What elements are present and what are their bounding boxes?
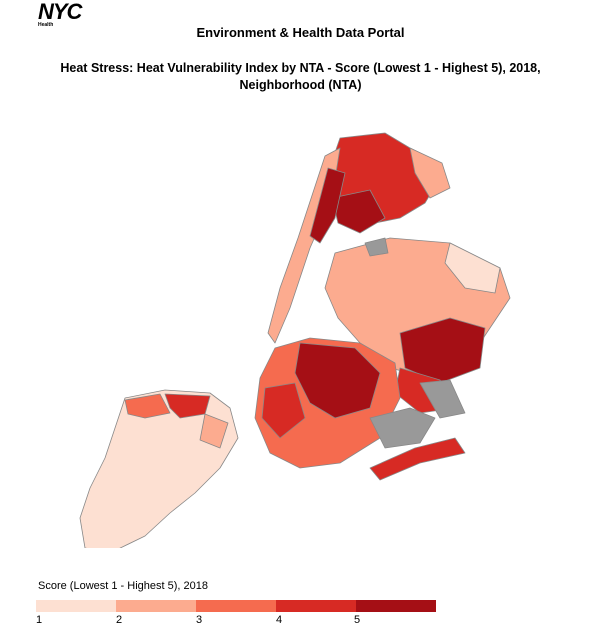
legend-title: Score (Lowest 1 - Highest 5), 2018	[38, 580, 208, 592]
portal-title: Environment & Health Data Portal	[196, 25, 405, 40]
legend-tick-3: 3	[196, 614, 203, 626]
region-staten-island[interactable]	[79, 389, 239, 548]
legend-swatch-4	[276, 600, 356, 612]
legend-tick-2: 2	[116, 614, 123, 626]
legend-color-bar	[36, 600, 436, 612]
logo-wordmark: NYC	[38, 0, 82, 24]
region-queens-northeast[interactable]	[444, 242, 501, 294]
region-manhattan-north[interactable]	[309, 167, 346, 244]
legend-tick-1: 1	[36, 614, 43, 626]
legend-swatch-3	[196, 600, 276, 612]
region-staten-island-north[interactable]	[124, 393, 171, 419]
region-bronx-east[interactable]	[409, 147, 451, 199]
nyc-health-logo: NYC Health	[38, 0, 98, 30]
region-brooklyn-central[interactable]	[294, 342, 381, 419]
region-rockaway[interactable]	[369, 437, 466, 481]
legend-swatch-2	[116, 600, 196, 612]
logo-subtext: Health	[38, 22, 54, 28]
legend-ticks: 1 2 3 4 5	[0, 614, 601, 630]
legend-swatch-1	[36, 600, 116, 612]
legend-tick-5: 5	[354, 614, 361, 626]
region-staten-island-east[interactable]	[199, 413, 229, 449]
region-queens-southeast[interactable]	[399, 317, 486, 384]
region-bronx-south[interactable]	[331, 189, 386, 234]
legend-tick-4: 4	[276, 614, 283, 626]
region-jamaica-bay-no-data	[369, 407, 436, 449]
map-title: Heat Stress: Heat Vulnerability Index by…	[60, 61, 541, 92]
nyc-choropleth-map	[79, 132, 511, 548]
region-airport-no-data	[419, 379, 466, 419]
region-brooklyn-west[interactable]	[261, 382, 306, 439]
region-rikers-no-data	[364, 237, 389, 257]
region-staten-island-northeast[interactable]	[164, 393, 211, 419]
legend-swatch-5	[356, 600, 436, 612]
